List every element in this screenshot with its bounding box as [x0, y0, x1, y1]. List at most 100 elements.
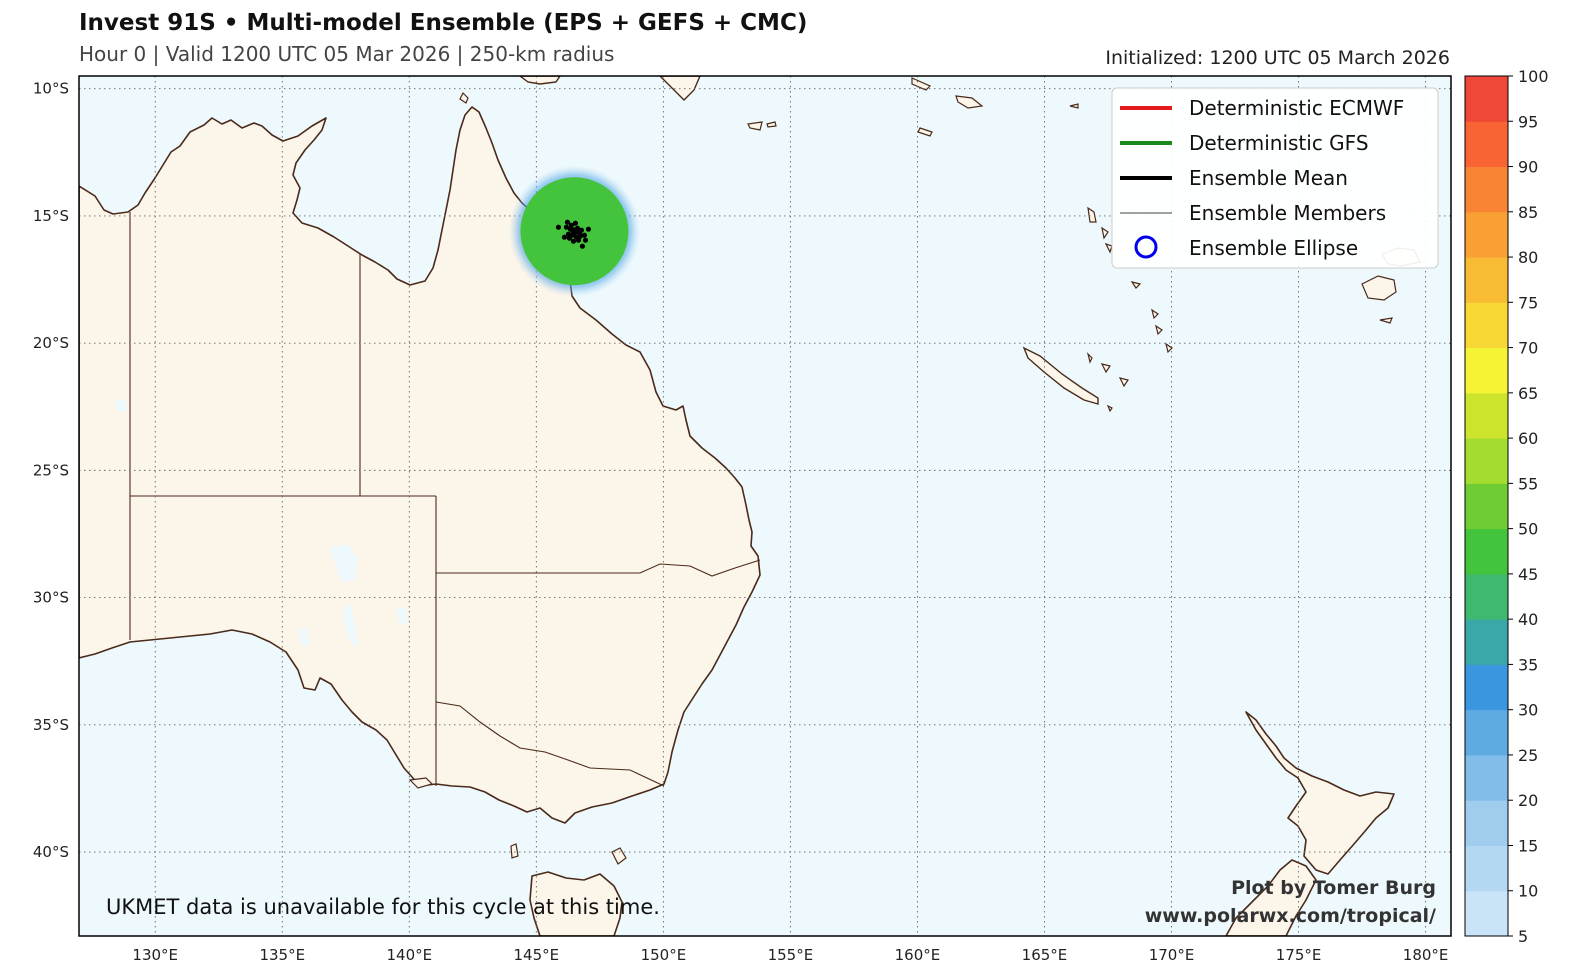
- legend: Deterministic ECMWF Deterministic GFS En…: [1111, 87, 1439, 269]
- lat-tick-label: 40°S: [33, 843, 69, 861]
- colorbar-band: [1465, 347, 1508, 394]
- lake-gairdner: [298, 628, 310, 646]
- colorbar-tick-label: 50: [1518, 520, 1538, 539]
- legend-swatch-ensemble-ellipse: [1134, 235, 1158, 259]
- ensemble-member-dot: [585, 226, 592, 232]
- lat-tick-label: 35°S: [33, 716, 69, 734]
- colorbar-tick-label: 10: [1518, 882, 1538, 901]
- new-caledonia: [1022, 346, 1099, 405]
- vanuatu-islands: [1087, 206, 1173, 354]
- lat-tick-label: 10°S: [33, 80, 69, 98]
- tasmania: [529, 871, 623, 936]
- lon-tick-label: 160°E: [895, 946, 941, 964]
- lake-frome: [396, 606, 408, 624]
- legend-label-ensemble-members: Ensemble Members: [1189, 201, 1386, 225]
- lon-tick-label: 140°E: [386, 946, 432, 964]
- colorbar-tick-label: 80: [1518, 248, 1538, 267]
- colorbar-band: [1465, 845, 1508, 892]
- colorbar-tick-label: 20: [1518, 791, 1538, 810]
- lon-tick-label: 180°E: [1403, 946, 1449, 964]
- colorbar-band: [1465, 754, 1508, 801]
- chart-title: Invest 91S • Multi-model Ensemble (EPS +…: [79, 10, 808, 36]
- colorbar-tick-label: 60: [1518, 429, 1538, 448]
- kangaroo-island: [408, 777, 434, 789]
- lon-tick-label: 155°E: [768, 946, 814, 964]
- loyalty-islands: [1086, 352, 1129, 413]
- colorbar-band: [1465, 257, 1508, 303]
- lon-tick-label: 150°E: [641, 946, 687, 964]
- colorbar-tick-labels: 5 10 15 20 25 30 35 40 45 50 55 60 65 70 75 80 85 90 95 100: [1508, 67, 1549, 946]
- colorbar-band: [1465, 121, 1508, 168]
- colorbar-band: [1465, 392, 1508, 439]
- new-guinea-coast: [518, 76, 561, 85]
- colorbar-band: [1465, 709, 1508, 756]
- lakes: [114, 398, 408, 648]
- colorbar-tick-label: 70: [1518, 339, 1538, 358]
- chart-subtitle: Hour 0 | Valid 1200 UTC 05 Mar 2026 | 25…: [79, 42, 615, 66]
- colorbar-band: [1465, 166, 1508, 213]
- latitude-tick-labels: 10°S 15°S 20°S 25°S 30°S 35°S 40°S: [33, 80, 69, 861]
- nsw-vic-border: [435, 701, 665, 787]
- torres-islands: [459, 91, 469, 104]
- king-island: [510, 843, 519, 859]
- ensemble-member-dot: [570, 238, 577, 244]
- colorbar-tick-label: 30: [1518, 701, 1538, 720]
- lat-tick-label: 30°S: [33, 589, 69, 607]
- colorbar-band: [1465, 800, 1508, 846]
- colorbar-tick-label: 100: [1518, 67, 1549, 86]
- colorbar-tick-label: 15: [1518, 836, 1538, 855]
- colorbar-tick-label: 65: [1518, 384, 1538, 403]
- grid-lines: [79, 76, 1451, 936]
- colorbar-band: [1465, 528, 1508, 575]
- ensemble-member-dot: [579, 243, 586, 249]
- lon-tick-label: 170°E: [1149, 946, 1195, 964]
- colorbar-band: [1465, 76, 1508, 122]
- new-guinea-east: [659, 76, 701, 101]
- colorbar-tick-label: 55: [1518, 474, 1538, 493]
- lake-wa: [114, 398, 128, 412]
- ensemble-member-dot: [568, 222, 575, 228]
- colorbar-tick-label: 40: [1518, 610, 1538, 629]
- ensemble-member-dot: [572, 220, 579, 226]
- colorbar-tick-label: 90: [1518, 158, 1538, 177]
- ensemble-member-dot: [582, 237, 589, 243]
- new-zealand-south: [1225, 859, 1317, 936]
- lon-tick-label: 145°E: [514, 946, 560, 964]
- ensemble-member-positions: [555, 219, 592, 249]
- land-layer: [79, 76, 1421, 936]
- colorbar-band: [1465, 573, 1508, 620]
- colorbar-tick-label: 95: [1518, 112, 1538, 131]
- ensemble-member-dot: [565, 231, 572, 237]
- ensemble-member-dot: [561, 234, 568, 240]
- longitude-tick-labels: 130°E 135°E 140°E 145°E 150°E 155°E 160°E 165°E…: [132, 946, 1448, 964]
- lat-tick-label: 20°S: [33, 334, 69, 352]
- colorbar-tick-label: 75: [1518, 293, 1538, 312]
- ukmet-note: UKMET data is unavailable for this cycle…: [106, 895, 660, 919]
- lon-tick-label: 130°E: [132, 946, 178, 964]
- credit-url: www.polarwx.com/tropical/: [1145, 905, 1436, 927]
- solomon-islands: [911, 77, 1079, 137]
- colorbar-tick-label: 45: [1518, 565, 1538, 584]
- colorbar-band: [1465, 619, 1508, 665]
- legend-label-ensemble-ellipse: Ensemble Ellipse: [1189, 236, 1358, 260]
- probability-field: [508, 165, 641, 298]
- plot-frame: [78, 75, 1452, 937]
- initialized-time: Initialized: 1200 UTC 05 March 2026: [1105, 47, 1450, 69]
- legend-box: [1111, 87, 1439, 269]
- louisiade-islands: [747, 121, 777, 131]
- state-borders: [129, 212, 761, 787]
- colorbar-band: [1465, 302, 1508, 349]
- ensemble-mean-dot: [570, 227, 579, 236]
- colorbar-band: [1465, 211, 1508, 258]
- ensemble-member-dot: [555, 224, 562, 230]
- qld-nsw-border: [436, 559, 761, 577]
- ensemble-member-dot: [566, 235, 573, 241]
- colorbar-band: [1465, 890, 1508, 937]
- colorbar-band: [1465, 483, 1508, 530]
- lat-tick-label: 15°S: [33, 207, 69, 225]
- lon-tick-label: 135°E: [259, 946, 305, 964]
- ensemble-member-dot: [581, 232, 588, 238]
- ensemble-member-dot: [563, 224, 570, 230]
- colorbar-tick-label: 85: [1518, 203, 1538, 222]
